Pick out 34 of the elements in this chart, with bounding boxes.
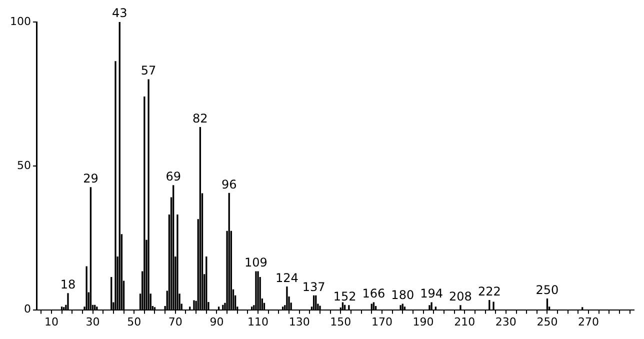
x-tick-label: 250: [536, 315, 558, 328]
annotation: 137: [302, 280, 326, 294]
annotation: 57: [140, 64, 156, 78]
annotation: 180: [391, 288, 414, 302]
x-tick-label: 170: [371, 315, 392, 328]
y-tick-label: 100: [10, 14, 31, 28]
x-tick-label: 150: [330, 315, 352, 328]
annotation: 69: [166, 170, 181, 184]
annotation: 18: [60, 278, 76, 292]
x-tick-label: 230: [495, 315, 516, 328]
annotation: 250: [536, 282, 559, 297]
x-tick-label: 210: [454, 315, 476, 328]
x-tick-label: 50: [127, 315, 142, 328]
annotation: 43: [112, 6, 128, 20]
y-tick-label: 0: [24, 302, 31, 316]
annotation: 152: [333, 289, 356, 304]
annotation: 166: [362, 286, 386, 301]
annotation: 82: [192, 111, 208, 126]
x-tick-label: 70: [168, 315, 182, 328]
x-tick-label: 30: [86, 315, 100, 328]
annotation: 29: [83, 172, 98, 186]
x-tick-label: 190: [412, 315, 434, 328]
x-tick-label: 110: [248, 315, 269, 328]
annotation: 109: [244, 256, 268, 270]
x-tick-label: 10: [44, 315, 58, 328]
y-tick-label: 50: [16, 158, 31, 172]
annotation: 208: [449, 290, 472, 304]
annotation: 194: [420, 286, 444, 301]
x-tick-label: 90: [210, 315, 224, 328]
annotation: 96: [221, 177, 237, 192]
x-tick-label: 130: [288, 315, 310, 328]
annotation: 222: [478, 284, 501, 298]
x-tick-label: 270: [578, 315, 600, 328]
annotation: 124: [276, 270, 298, 285]
